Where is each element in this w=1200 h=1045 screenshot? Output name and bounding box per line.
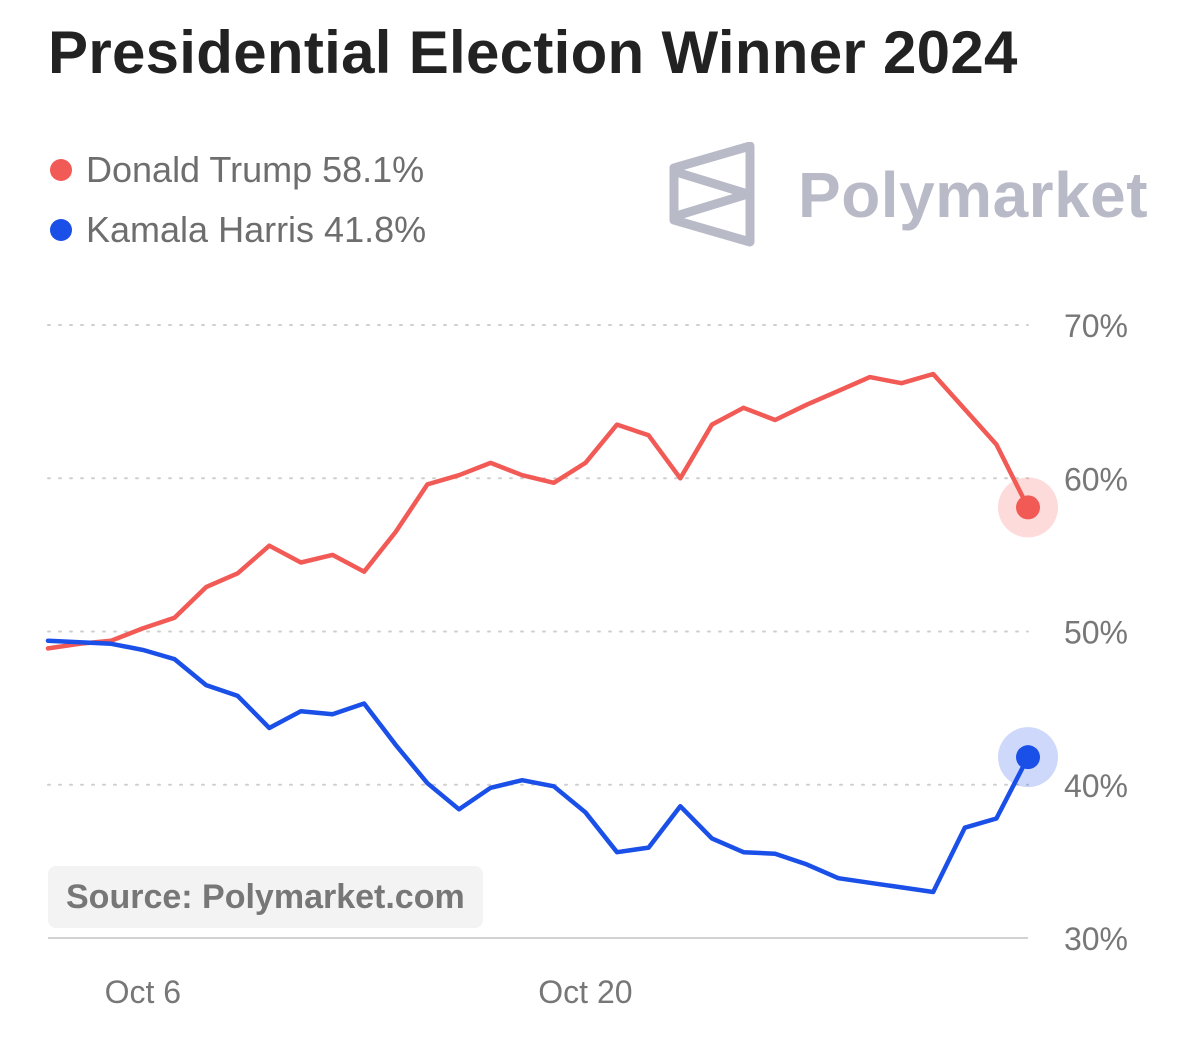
y-tick-label: 70% [1064,308,1128,344]
x-tick-label: Oct 20 [538,974,632,1010]
x-tick-label: Oct 6 [105,974,181,1010]
y-tick-label: 60% [1064,461,1128,497]
legend-item-harris: Kamala Harris 41.8% [50,200,426,260]
chart-title: Presidential Election Winner 2024 [48,19,1018,86]
series-group [45,371,1058,895]
y-tick-label: 40% [1064,768,1128,804]
polymarket-logo-icon [669,142,755,247]
legend-item-trump: Donald Trump 58.1% [50,140,426,200]
legend: Donald Trump 58.1% Kamala Harris 41.8% [50,140,426,260]
legend-dot-harris [50,219,72,241]
logo-text: Polymarket [798,159,1149,231]
x-axis-ticks: Oct 6 Oct 20 [105,974,633,1010]
polymarket-logo: Polymarket [668,142,1148,248]
y-axis-ticks: 30% 40% 50% 60% 70% [1064,308,1128,957]
end-marker-donald-trump [1016,495,1040,520]
legend-label-harris: Kamala Harris 41.8% [86,209,427,250]
series-line-kamala-harris [45,638,1031,895]
y-tick-label: 50% [1064,615,1128,651]
legend-dot-trump [50,159,72,181]
legend-label-trump: Donald Trump 58.1% [86,149,425,190]
end-marker-kamala-harris [1016,745,1040,770]
series-line-donald-trump [45,371,1031,651]
grid-lines [47,324,1029,939]
source-label: Source: Polymarket.com [48,866,483,928]
y-tick-label: 30% [1064,921,1128,957]
